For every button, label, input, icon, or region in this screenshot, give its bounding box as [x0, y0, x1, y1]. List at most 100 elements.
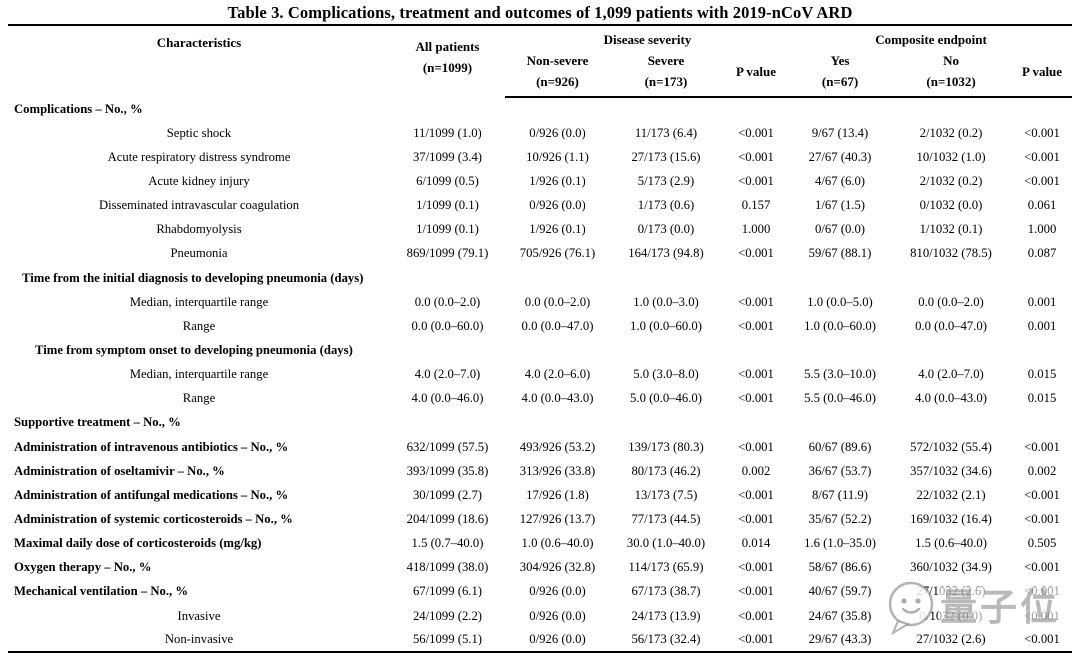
cell: 6/1099 (0.5) — [416, 173, 479, 188]
cell: 0.087 — [1027, 246, 1057, 261]
cell: <0.001 — [738, 125, 774, 140]
table-row: Pneumonia 869/1099 (79.1) 705/926 (76.1) 16… — [8, 242, 1072, 266]
cell: <0.001 — [1024, 439, 1060, 454]
cell: 0.014 — [741, 536, 771, 551]
table-row: Median, interquartile range 0.0 (0.0–2.0)… — [8, 290, 1072, 314]
cell — [505, 338, 610, 362]
cell: 24/1099 (2.2) — [412, 608, 483, 623]
cell: 0/926 (0.0) — [529, 608, 586, 623]
cell: 393/1099 (35.8) — [406, 463, 489, 478]
cell — [722, 97, 790, 121]
cell — [890, 411, 1012, 435]
cell: 1.5 (0.7–40.0) — [411, 536, 484, 551]
cell: 10/926 (1.1) — [526, 149, 589, 164]
cell: 10/1032 (1.0) — [916, 149, 986, 164]
cell — [790, 266, 890, 290]
row-label: Complications – No., % — [14, 101, 143, 116]
table-row: Administration of oseltamivir – No., % 39… — [8, 459, 1072, 483]
cell: <0.001 — [738, 173, 774, 188]
cell: 2/1032 (0.2) — [919, 173, 983, 188]
cell: 27/1032 (2.6) — [916, 632, 986, 647]
cell: 0/926 (0.0) — [529, 584, 586, 599]
table-row: Non-invasive 56/1099 (5.1) 0/926 (0.0) 56/1… — [8, 628, 1072, 652]
cell: 27/1032 (2.6) — [916, 584, 986, 599]
col-header-characteristics: Characteristics — [156, 35, 242, 50]
cell — [390, 338, 505, 362]
header-row-subgroups: Non-severe (n=926) Severe (n=173) P valu… — [8, 50, 1073, 98]
cell: 8/67 (11.9) — [812, 487, 868, 502]
cell: 1.0 (0.0–3.0) — [633, 294, 699, 309]
cell — [505, 97, 610, 121]
cell: 1.000 — [741, 222, 771, 237]
col-header-non-severe: Non-severe (n=926) — [505, 50, 610, 98]
cell: 357/1032 (34.6) — [910, 463, 992, 478]
cell — [390, 97, 505, 121]
header-row-groups: Characteristics All patients (n=1099) Di… — [8, 25, 1072, 75]
cell: 1/1099 (0.1) — [416, 222, 479, 237]
cell: 1.6 (1.0–35.0) — [804, 536, 876, 551]
cell: 36/67 (53.7) — [808, 463, 872, 478]
cell: 37/1099 (3.4) — [412, 149, 483, 164]
table-row: Complications – No., % — [8, 97, 1072, 121]
cell: <0.001 — [1024, 608, 1060, 623]
table-row: Rhabdomyolysis 1/1099 (0.1) 1/926 (0.1) 0/1… — [8, 218, 1072, 242]
cell — [722, 338, 790, 362]
cell: 0/1032 (0.0) — [919, 608, 983, 623]
cell: 40/67 (59.7) — [808, 584, 872, 599]
col-header-no: No (n=1032) — [890, 50, 1013, 98]
table-row: Time from symptom onset to developing pn… — [8, 338, 1072, 362]
cell — [790, 338, 890, 362]
cell: <0.001 — [738, 632, 774, 647]
cell: 60/67 (89.6) — [808, 439, 872, 454]
cell: 0.015 — [1027, 367, 1057, 382]
cell: 27/67 (40.3) — [808, 149, 872, 164]
cell: 4.0 (0.0–43.0) — [915, 391, 987, 406]
cell — [722, 411, 790, 435]
cell: 0.505 — [1027, 536, 1057, 551]
cell — [390, 266, 505, 290]
cell: 0/173 (0.0) — [637, 222, 695, 237]
row-label: Acute respiratory distress syndrome — [107, 149, 291, 164]
cell: 4.0 (2.0–7.0) — [918, 367, 984, 382]
group-header-disease-severity: Disease severity — [603, 32, 692, 47]
col-header-yes-n: (n=67) — [821, 74, 859, 89]
cell: 632/1099 (57.5) — [406, 439, 489, 454]
col-header-severe: Severe (n=173) — [610, 50, 722, 98]
cell: 67/1099 (6.1) — [412, 584, 483, 599]
cell: 0.0 (0.0–47.0) — [915, 318, 987, 333]
cell: 1.0 (0.0–5.0) — [807, 294, 873, 309]
row-label: Pneumonia — [170, 246, 228, 261]
col-header-p-value-severity: P value — [722, 50, 791, 98]
cell: 360/1032 (34.9) — [910, 560, 992, 575]
cell: 80/173 (46.2) — [631, 463, 701, 478]
cell: 30/1099 (2.7) — [412, 487, 483, 502]
col-header-all-patients-n: (n=1099) — [422, 59, 473, 75]
cell: 0.157 — [741, 198, 771, 213]
row-label: Maximal daily dose of corticosteroids (m… — [14, 536, 262, 551]
cell: 17/926 (1.8) — [526, 487, 589, 502]
table-row: Septic shock 11/1099 (1.0) 0/926 (0.0) 11/1… — [8, 121, 1072, 145]
cell: <0.001 — [738, 487, 774, 502]
row-label: Range — [182, 391, 216, 406]
table-row: Disseminated intravascular coagulation 1/… — [8, 194, 1072, 218]
cell: 1.5 (0.6–40.0) — [915, 536, 987, 551]
cell: 114/173 (65.9) — [628, 560, 704, 575]
cell — [610, 266, 722, 290]
cell: 0/926 (0.0) — [529, 632, 586, 647]
cell — [890, 266, 1012, 290]
cell: <0.001 — [1024, 560, 1060, 575]
col-header-non-severe-label: Non-severe — [526, 53, 589, 68]
row-label: Administration of antifungal medications… — [14, 487, 289, 502]
table-row: Range 4.0 (0.0–46.0) 4.0 (0.0–43.0) 5.0 (0.… — [8, 387, 1072, 411]
cell: 4.0 (0.0–43.0) — [521, 391, 594, 406]
cell — [390, 411, 505, 435]
cell — [1012, 411, 1072, 435]
table-row: Median, interquartile range 4.0 (2.0–7.0)… — [8, 363, 1072, 387]
row-label: Administration of oseltamivir – No., % — [14, 463, 225, 478]
col-header-all-patients-label: All patients — [415, 38, 480, 54]
cell — [1012, 266, 1072, 290]
cell: 0/67 (0.0) — [814, 222, 866, 237]
cell — [890, 97, 1012, 121]
cell: <0.001 — [1024, 632, 1060, 647]
